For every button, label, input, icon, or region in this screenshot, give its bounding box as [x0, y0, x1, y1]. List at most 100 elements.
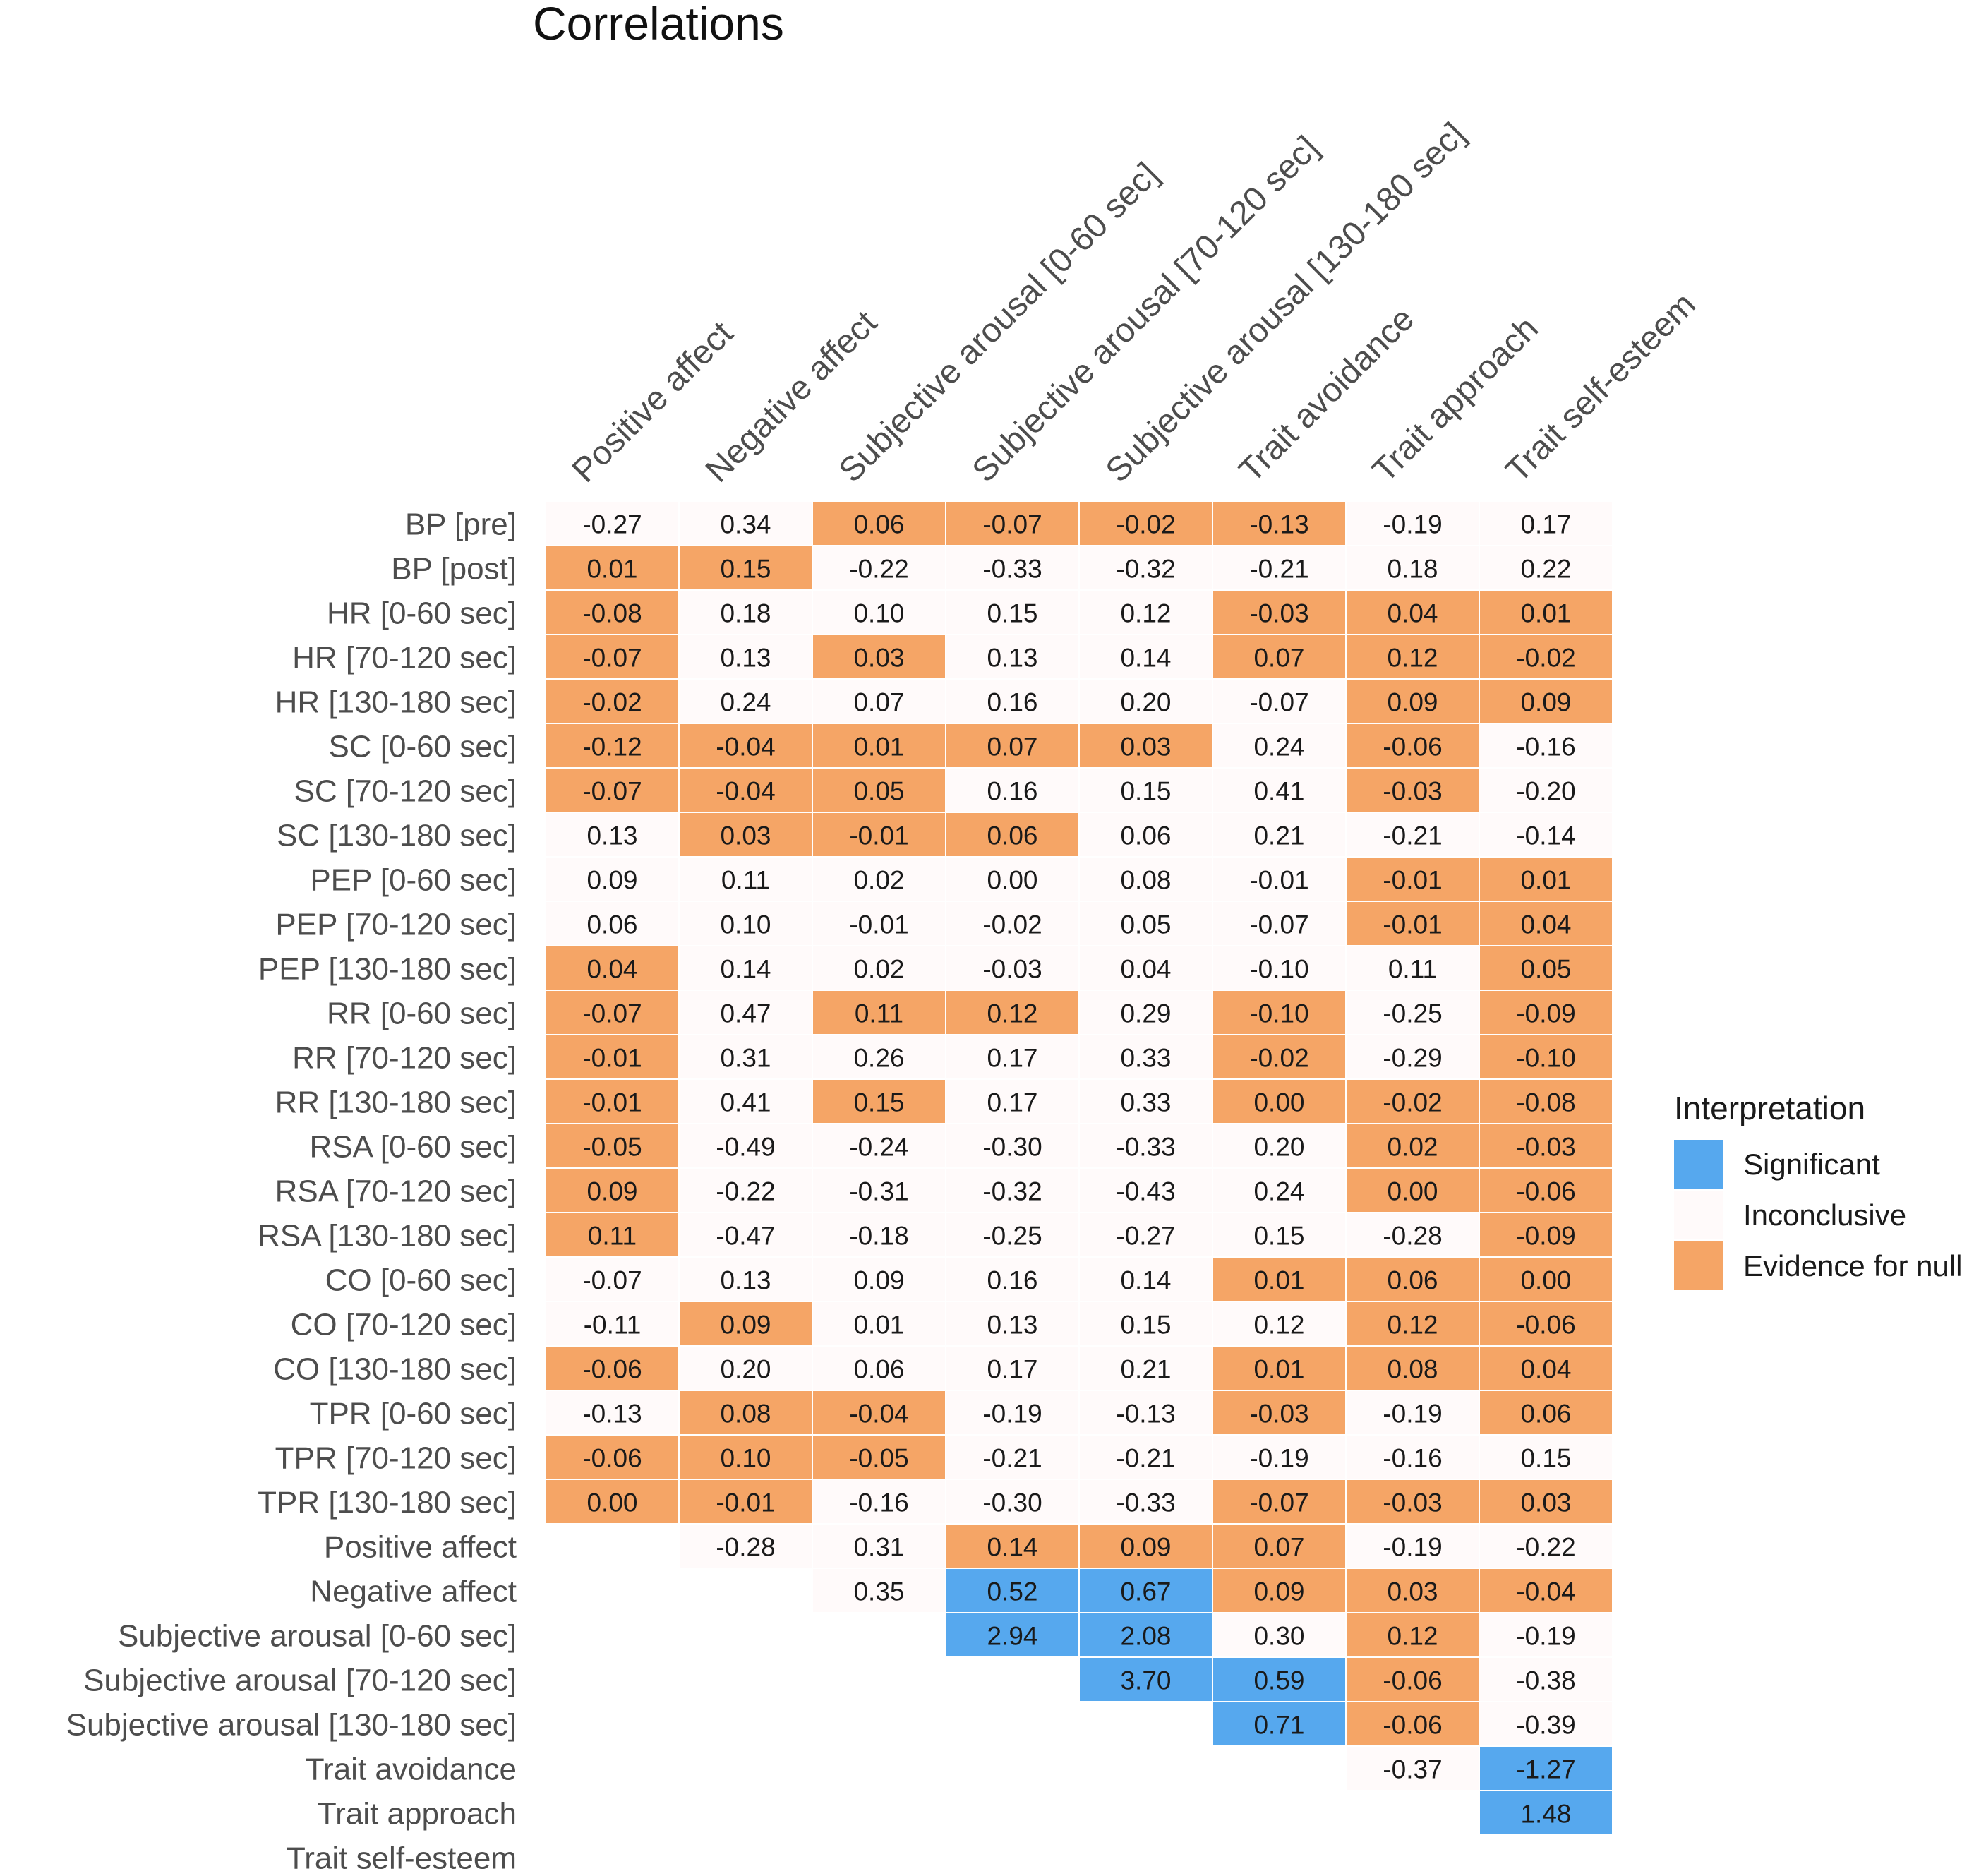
row-label: CO [70-120 sec] — [291, 1308, 517, 1342]
heatmap-cell — [1480, 1480, 1612, 1523]
heatmap-cell — [1347, 1391, 1479, 1434]
cell-value-label: -0.49 — [716, 1133, 775, 1162]
cell-value-label: -0.02 — [582, 688, 642, 717]
cell-value-label: -0.06 — [1383, 733, 1442, 762]
cell-value-label: -0.06 — [1383, 1711, 1442, 1740]
heatmap-cell — [1347, 1080, 1479, 1123]
heatmap-cell — [1080, 1569, 1212, 1612]
heatmap-cell — [946, 1035, 1078, 1078]
cell-value-label: 0.06 — [586, 910, 637, 939]
cell-value-label: 0.04 — [1520, 1355, 1571, 1384]
cell-value-label: -0.22 — [1516, 1533, 1575, 1562]
heatmap-cell — [1213, 902, 1345, 945]
heatmap-cell — [1080, 724, 1212, 767]
heatmap-cell — [1080, 1124, 1212, 1167]
heatmap-cell — [1480, 1702, 1612, 1745]
cell-value-label: -0.03 — [1383, 1489, 1442, 1517]
heatmap-cell — [1480, 1080, 1612, 1123]
heatmap-cell — [680, 1480, 812, 1523]
cell-value-label: -0.43 — [1116, 1177, 1175, 1206]
heatmap-cell — [1080, 1525, 1212, 1568]
heatmap-cell — [1480, 1391, 1612, 1434]
heatmap-cell — [680, 591, 812, 634]
cell-value-label: -0.02 — [1383, 1088, 1442, 1117]
cell-value-label: -0.01 — [849, 822, 908, 850]
heatmap-cell — [680, 1258, 812, 1301]
row-label: Trait self-esteem — [287, 1841, 517, 1876]
cell-value-label: -0.33 — [1116, 1133, 1175, 1162]
heatmap-cell — [1480, 1124, 1612, 1167]
cell-value-label: -0.08 — [1516, 1088, 1575, 1117]
heatmap-cell — [1347, 546, 1479, 589]
cell-value-label: 0.10 — [720, 910, 771, 939]
cell-value-label: 0.33 — [1120, 1044, 1171, 1073]
cell-value-label: 0.33 — [1120, 1088, 1171, 1117]
cell-value-label: 0.04 — [586, 955, 637, 984]
cell-value-label: -0.22 — [716, 1177, 775, 1206]
cell-value-label: 0.11 — [721, 866, 770, 895]
heatmap-cell — [1347, 1347, 1479, 1390]
heatmap-cell — [946, 1169, 1078, 1212]
cell-value-label: 0.24 — [1253, 733, 1304, 762]
cell-value-label: 0.13 — [987, 644, 1037, 673]
heatmap-cell — [1480, 724, 1612, 767]
cell-value-label: 0.10 — [720, 1444, 771, 1473]
heatmap-cell — [1213, 1480, 1345, 1523]
heatmap-cell — [1213, 1569, 1345, 1612]
heatmap-cell — [680, 635, 812, 678]
cell-value-label: 0.16 — [987, 777, 1037, 806]
cell-value-label: -0.07 — [582, 644, 642, 673]
heatmap-cell — [1080, 680, 1212, 723]
heatmap-cell — [680, 1035, 812, 1078]
heatmap-cell — [680, 946, 812, 990]
cell-value-label: -0.27 — [582, 510, 642, 539]
heatmap-cell — [1347, 1747, 1479, 1790]
heatmap-cell — [680, 1391, 812, 1434]
cell-value-label: 0.04 — [1120, 955, 1171, 984]
heatmap-cell — [1480, 1658, 1612, 1701]
heatmap-cell — [1480, 991, 1612, 1034]
cell-value-label: 0.15 — [987, 599, 1037, 628]
heatmap-cell — [1347, 1436, 1479, 1479]
row-label: CO [0-60 sec] — [325, 1263, 517, 1298]
heatmap-cell — [1080, 1035, 1212, 1078]
heatmap-cell — [1213, 724, 1345, 767]
heatmap-cell — [546, 1169, 678, 1212]
heatmap-cell — [813, 724, 945, 767]
legend-title: Interpretation — [1674, 1090, 1865, 1126]
heatmap-cell — [546, 1480, 678, 1523]
heatmap-cell — [546, 1347, 678, 1390]
cell-value-label: -0.14 — [1516, 822, 1575, 850]
legend: Interpretation Significant Inconclusive Ev… — [1674, 1090, 1963, 1290]
heatmap-cell — [813, 1035, 945, 1078]
cell-value-label: -0.31 — [849, 1177, 908, 1206]
row-label: SC [70-120 sec] — [294, 774, 517, 809]
heatmap-cell — [946, 1569, 1078, 1612]
cell-value-label: -0.03 — [1249, 1400, 1308, 1429]
heatmap-cell — [1080, 1213, 1212, 1256]
heatmap-cell — [813, 858, 945, 901]
cell-value-label: 0.02 — [853, 866, 904, 895]
heatmap-cell — [1213, 1302, 1345, 1345]
heatmap-cell — [546, 724, 678, 767]
heatmap-cell — [1080, 769, 1212, 812]
cell-value-label: 0.17 — [987, 1044, 1037, 1073]
row-label: SC [0-60 sec] — [328, 730, 517, 764]
row-label: TPR [130-180 sec] — [258, 1486, 517, 1520]
heatmap-cell — [546, 769, 678, 812]
cell-value-label: 0.11 — [588, 1222, 637, 1251]
heatmap-cell — [1347, 635, 1479, 678]
legend-label: Inconclusive — [1743, 1198, 1906, 1232]
cell-value-label: 0.15 — [1120, 1311, 1171, 1340]
row-label: PEP [130-180 sec] — [258, 952, 517, 987]
heatmap-cell — [680, 813, 812, 856]
cell-value-label: 0.08 — [1387, 1355, 1438, 1384]
cell-value-label: 0.01 — [1253, 1266, 1304, 1295]
cell-value-label: 0.21 — [1253, 822, 1304, 850]
row-label: Trait approach — [318, 1797, 517, 1832]
cell-value-label: 0.01 — [1520, 866, 1571, 895]
heatmap-cell — [1213, 1169, 1345, 1212]
heatmap-cell — [1480, 1258, 1612, 1301]
heatmap-cell — [680, 1213, 812, 1256]
cell-value-label: 0.05 — [853, 777, 904, 806]
